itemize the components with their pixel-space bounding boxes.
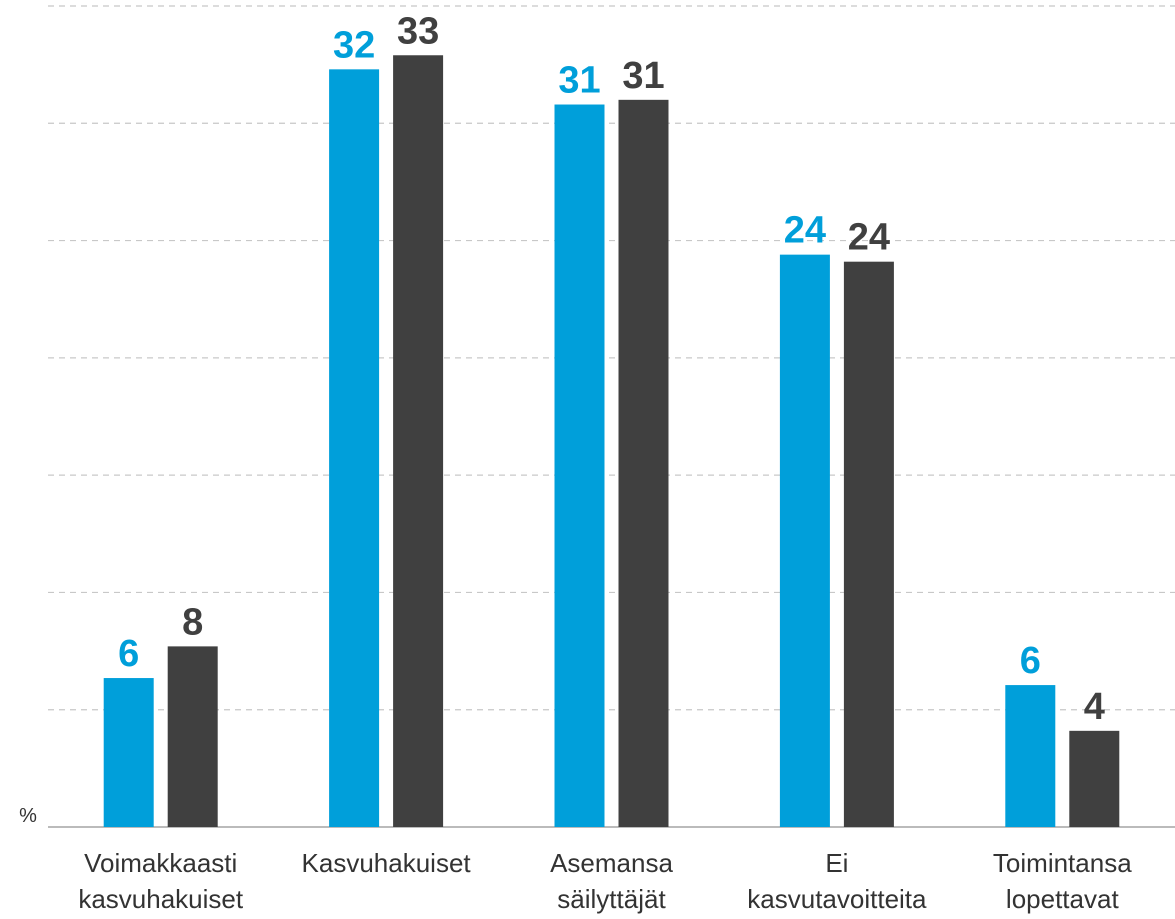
value-label: 6 xyxy=(1020,640,1041,682)
value-label: 8 xyxy=(182,601,203,643)
x-tick-label: säilyttäjät xyxy=(557,884,666,914)
bar xyxy=(1069,730,1120,827)
bar xyxy=(618,99,669,828)
x-tick-label: kasvuhakuiset xyxy=(78,884,244,914)
bar xyxy=(779,254,830,827)
bar xyxy=(843,261,894,827)
value-label: 31 xyxy=(558,60,600,102)
x-tick-label: Kasvuhakuiset xyxy=(302,848,472,878)
value-label: 4 xyxy=(1084,686,1105,728)
bar xyxy=(329,69,380,827)
value-label: 33 xyxy=(397,10,439,52)
x-tick-label: Toimintansa xyxy=(993,848,1132,878)
x-tick-label: Ei xyxy=(825,848,848,878)
bar xyxy=(393,55,444,827)
bar xyxy=(167,646,218,827)
x-tick-label: lopettavat xyxy=(1006,884,1120,914)
bar xyxy=(103,678,154,827)
y-axis-label: % xyxy=(19,805,37,827)
x-tick-label: kasvutavoitteita xyxy=(747,884,927,914)
bar xyxy=(554,104,605,827)
value-label: 32 xyxy=(333,24,375,66)
value-label: 6 xyxy=(118,633,139,675)
bar xyxy=(1005,685,1056,827)
x-tick-label: Asemansa xyxy=(550,848,673,878)
value-label: 31 xyxy=(622,55,664,97)
x-tick-label: Voimakkaasti xyxy=(84,848,237,878)
value-label: 24 xyxy=(848,217,890,259)
value-label: 24 xyxy=(784,210,826,252)
